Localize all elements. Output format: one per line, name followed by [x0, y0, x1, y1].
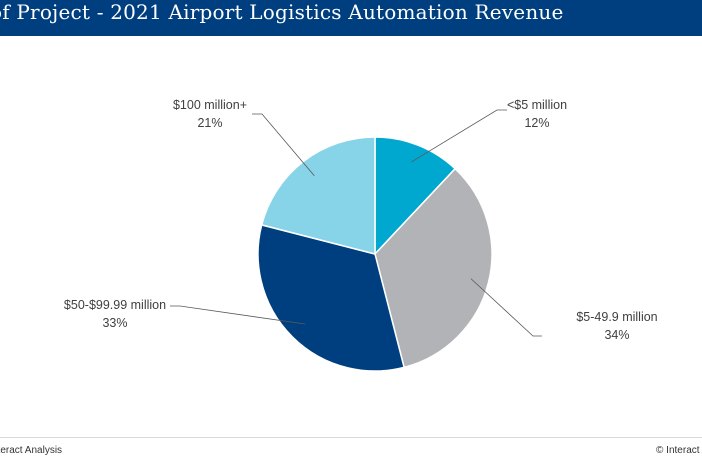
- pie-slice-2: [374, 167, 493, 369]
- leader-line-3: [170, 305, 306, 325]
- pie-slice-4: [260, 136, 376, 255]
- slice-value-label-3: 33%: [102, 316, 127, 330]
- slice-category-label-1: <$5 million: [507, 98, 567, 112]
- leader-line-4: [252, 113, 315, 177]
- slice-category-label-3: $50-$99.99 million: [64, 298, 166, 312]
- footer-divider: [0, 437, 702, 438]
- chart-title: of Project - 2021 Airport Logistics Auto…: [0, 0, 564, 24]
- slice-category-label-2: $5-49.9 million: [576, 310, 657, 324]
- slice-value-label-4: 21%: [197, 116, 222, 130]
- slice-labels: <$5 million 12% $5-49.9 million 34% $50-$99.…: [64, 98, 658, 342]
- footer-copyright: © Interact An: [656, 445, 702, 456]
- pie-slices: [257, 136, 493, 372]
- slice-value-label-2: 34%: [604, 328, 629, 342]
- pie-chart: <$5 million 12% $5-49.9 million 34% $50-$99.…: [64, 98, 658, 372]
- title-bar: of Project - 2021 Airport Logistics Auto…: [0, 0, 702, 36]
- slice-category-label-4: $100 million+: [173, 98, 247, 112]
- leader-lines: [170, 109, 542, 337]
- footer-source: nteract Analysis: [0, 445, 63, 456]
- pie-slice-3: [257, 223, 406, 372]
- leader-line-1: [411, 109, 507, 163]
- pie-slice-1: [374, 136, 457, 256]
- leader-line-2: [470, 278, 542, 337]
- slice-value-label-1: 12%: [524, 116, 549, 130]
